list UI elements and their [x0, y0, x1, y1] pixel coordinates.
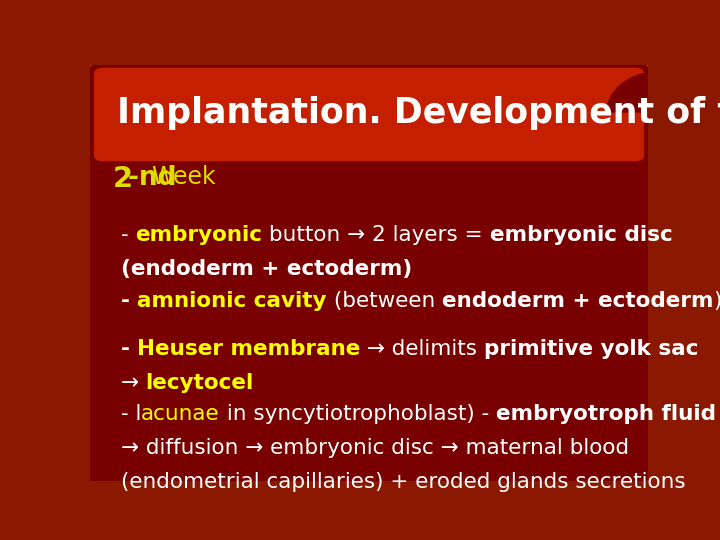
- Text: -: -: [121, 339, 137, 359]
- Polygon shape: [102, 131, 636, 156]
- Text: in syncytiotrophoblast) -: in syncytiotrophoblast) -: [220, 404, 496, 424]
- Text: lecytocel: lecytocel: [145, 373, 254, 393]
- Text: amnionic cavity: amnionic cavity: [137, 292, 327, 312]
- Text: → diffusion → embryonic disc → maternal blood: → diffusion → embryonic disc → maternal …: [121, 438, 629, 458]
- Text: embryonic disc: embryonic disc: [490, 225, 672, 245]
- Text: 2: 2: [112, 165, 132, 193]
- Text: → delimits: → delimits: [361, 339, 485, 359]
- FancyBboxPatch shape: [94, 68, 644, 161]
- Text: - l: - l: [121, 404, 141, 424]
- Text: (endometrial capillaries) + eroded glands secretions: (endometrial capillaries) + eroded gland…: [121, 472, 685, 492]
- Polygon shape: [102, 74, 636, 152]
- Text: ): ): [714, 292, 720, 312]
- Text: acunae: acunae: [141, 404, 220, 424]
- Text: (between: (between: [327, 292, 441, 312]
- Text: Week: Week: [151, 165, 216, 188]
- Text: -: -: [121, 292, 137, 312]
- Text: button → 2 layers =: button → 2 layers =: [262, 225, 490, 245]
- Text: primitive yolk sac: primitive yolk sac: [485, 339, 699, 359]
- Text: -: -: [121, 225, 135, 245]
- Text: (endoderm + ectoderm): (endoderm + ectoderm): [121, 259, 412, 279]
- Text: →: →: [121, 373, 145, 393]
- FancyBboxPatch shape: [86, 62, 652, 485]
- Text: Implantation. Development of the egg: Implantation. Development of the egg: [117, 96, 720, 130]
- Text: -nd: -nd: [128, 165, 186, 191]
- Text: endoderm + ectoderm: endoderm + ectoderm: [441, 292, 714, 312]
- Text: embryotroph fluid: embryotroph fluid: [496, 404, 716, 424]
- Text: embryonic: embryonic: [135, 225, 262, 245]
- Text: Heuser membrane: Heuser membrane: [137, 339, 361, 359]
- Polygon shape: [606, 71, 712, 113]
